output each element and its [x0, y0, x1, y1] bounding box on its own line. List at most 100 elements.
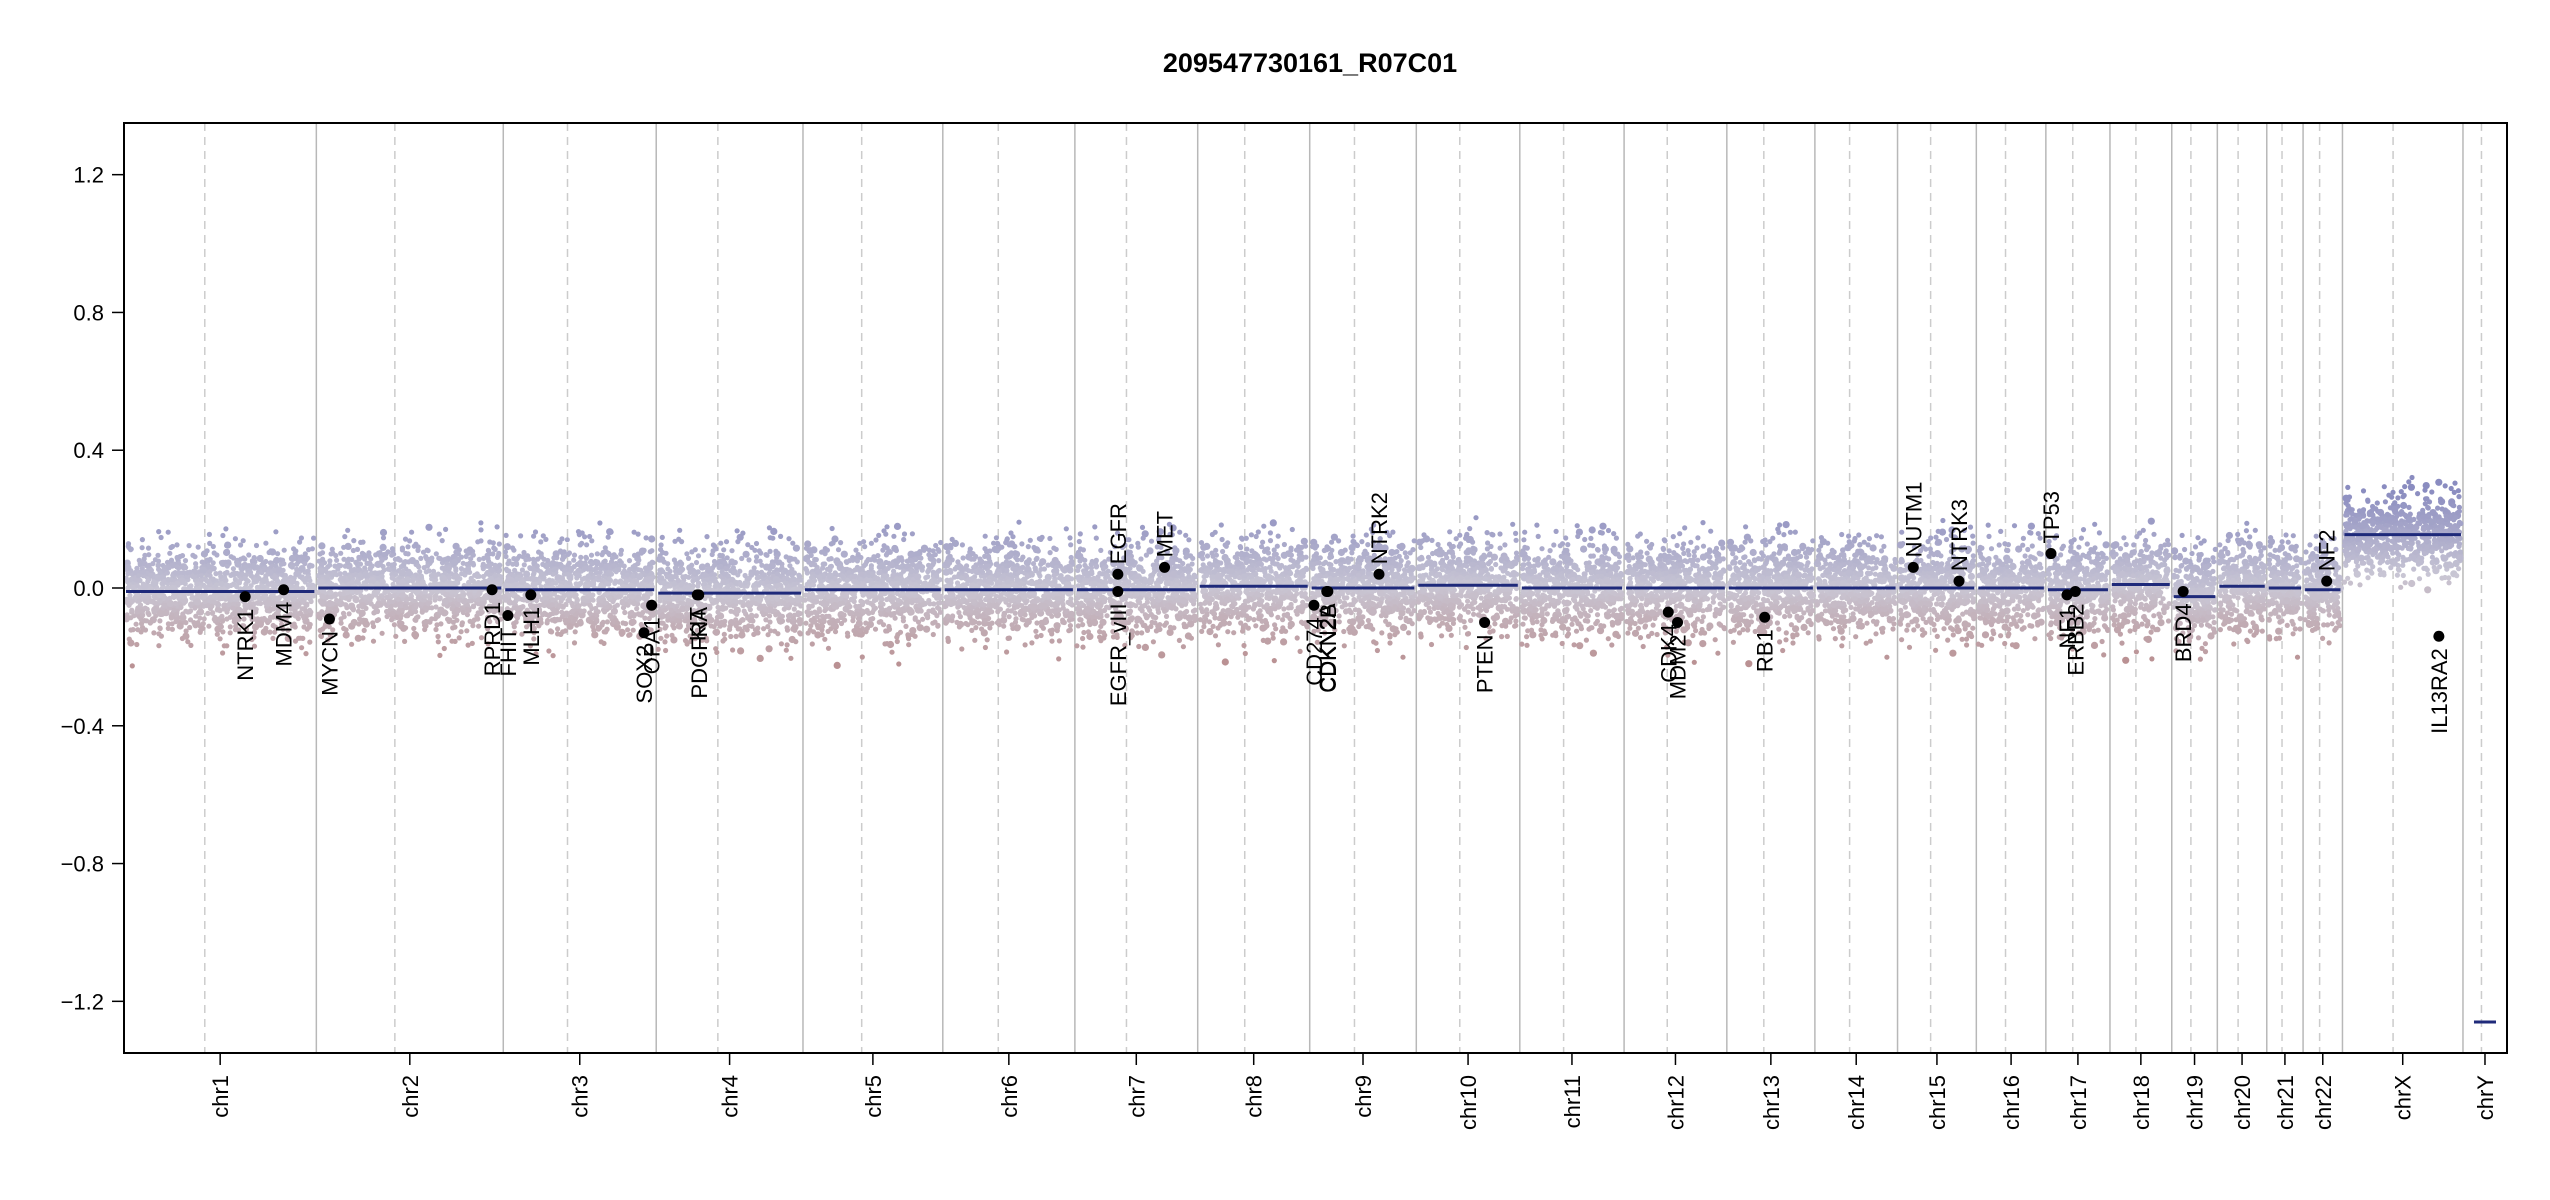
probe-point — [610, 563, 616, 569]
probe-point — [925, 574, 931, 580]
probe-point — [144, 618, 150, 624]
probe-point — [635, 560, 641, 567]
probe-point — [443, 610, 449, 616]
probe-point — [847, 611, 853, 617]
probe-point — [218, 573, 224, 579]
probe-point — [273, 529, 279, 535]
probe-point — [895, 597, 901, 604]
probe-point — [320, 626, 326, 632]
probe-point — [139, 537, 145, 543]
probe-point — [190, 594, 196, 601]
probe-point — [395, 609, 401, 615]
probe-point — [125, 541, 132, 547]
probe-point — [803, 545, 810, 551]
probe-point — [778, 533, 784, 540]
probe-point — [776, 559, 783, 565]
probe-point — [398, 579, 406, 587]
probe-point — [389, 575, 395, 581]
probe-point — [306, 547, 312, 553]
probe-point — [157, 625, 163, 632]
probe-point — [740, 530, 746, 536]
probe-point — [360, 539, 366, 545]
probe-point — [579, 576, 586, 582]
probe-point — [140, 569, 146, 575]
probe-point — [883, 531, 889, 537]
probe-point — [170, 593, 177, 599]
probe-point — [411, 625, 417, 632]
probe-point — [790, 597, 796, 603]
probe-point — [398, 569, 406, 577]
probe-point — [418, 573, 424, 579]
probe-point — [224, 541, 232, 549]
probe-point — [230, 605, 236, 611]
probe-point — [853, 547, 859, 553]
probe-point — [791, 606, 797, 612]
probe-point — [762, 606, 768, 612]
probe-point — [210, 543, 216, 550]
probe-point — [344, 605, 350, 611]
probe-point — [345, 527, 351, 533]
probe-point — [357, 573, 363, 579]
probe-point — [159, 574, 165, 580]
probe-point — [826, 572, 834, 580]
probe-point — [334, 597, 340, 604]
probe-point — [297, 539, 303, 545]
probe-point — [776, 587, 783, 593]
probe-point — [936, 558, 942, 564]
probe-point — [210, 560, 216, 566]
probe-point — [319, 609, 325, 615]
probe-point — [689, 549, 695, 555]
probe-point — [925, 569, 931, 575]
probe-point — [485, 555, 491, 561]
probe-point — [211, 616, 217, 622]
probe-point — [433, 626, 439, 633]
probe-point — [671, 581, 678, 587]
probe-point — [432, 594, 438, 600]
probe-point — [142, 552, 148, 558]
probe-point — [664, 614, 671, 620]
probe-point — [868, 540, 875, 546]
probe-point — [727, 623, 733, 630]
probe-point — [281, 547, 287, 553]
probe-point — [341, 575, 347, 581]
probe-point — [240, 555, 246, 561]
probe-point — [379, 528, 388, 537]
probe-point — [128, 576, 134, 582]
probe-point — [495, 552, 502, 558]
probe-point — [389, 552, 395, 558]
probe-point — [604, 627, 610, 633]
probe-point — [545, 603, 552, 609]
probe-point — [331, 593, 337, 599]
probe-point — [433, 604, 439, 610]
probe-point — [354, 590, 360, 596]
probe-point — [375, 550, 382, 556]
probe-point — [302, 551, 308, 557]
probe-point — [242, 575, 248, 581]
probe-point — [550, 653, 556, 659]
probe-point — [368, 576, 376, 585]
probe-point — [937, 600, 943, 606]
probe-point — [254, 600, 260, 606]
probe-point — [496, 541, 502, 547]
probe-point — [469, 640, 475, 647]
probe-point — [441, 597, 449, 605]
probe-point — [643, 576, 649, 583]
probe-point — [443, 556, 449, 562]
probe-point — [579, 540, 585, 547]
probe-point — [221, 606, 227, 612]
probe-point — [742, 580, 748, 586]
probe-point — [701, 547, 707, 553]
probe-point — [741, 608, 747, 614]
probe-point — [425, 548, 431, 554]
probe-point — [446, 618, 452, 625]
probe-point — [350, 618, 358, 627]
probe-point — [202, 584, 209, 591]
probe-point — [878, 562, 886, 570]
probe-point — [311, 535, 317, 541]
probe-point — [424, 563, 431, 569]
probe-point — [775, 631, 781, 637]
probe-point — [758, 550, 764, 556]
probe-point — [722, 636, 728, 642]
probe-point — [333, 552, 339, 559]
probe-point — [554, 616, 560, 623]
